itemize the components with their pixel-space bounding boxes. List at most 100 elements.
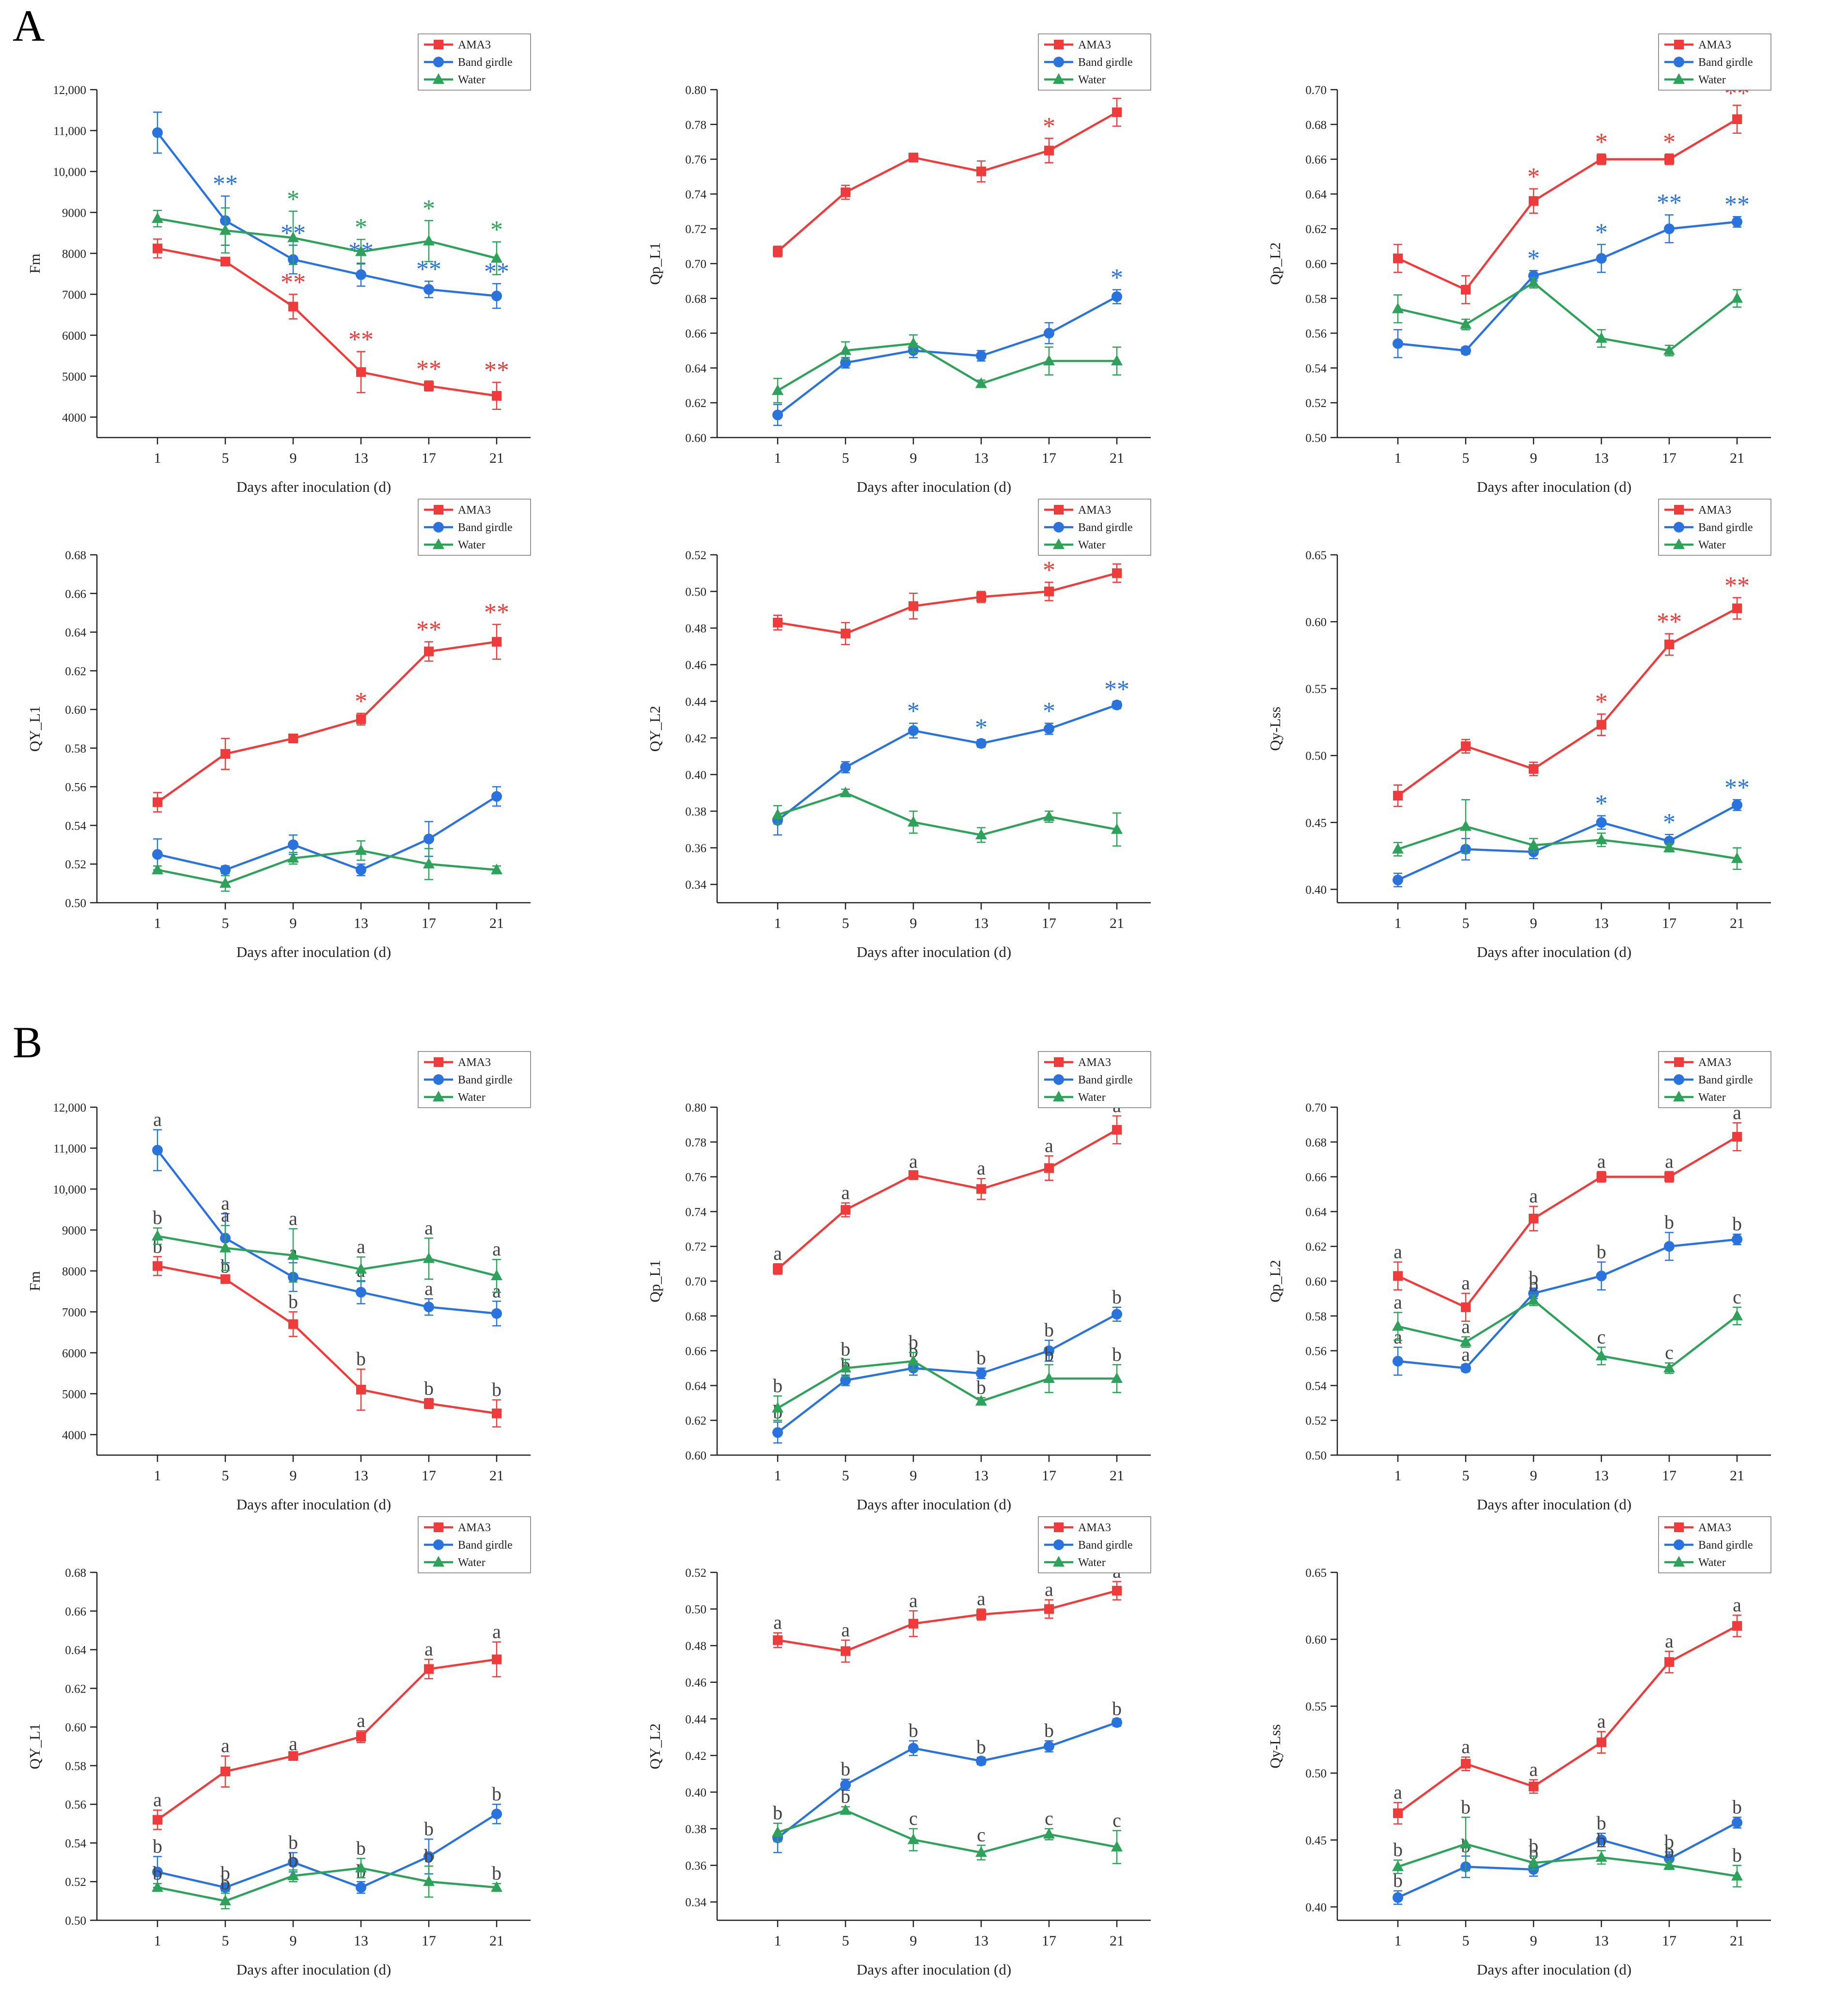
y-tick-label: 10,000	[53, 166, 86, 179]
data-point	[287, 1869, 299, 1881]
significance-letter: b	[220, 1872, 230, 1894]
x-tick-label: 1	[154, 450, 161, 466]
data-point	[1664, 154, 1674, 164]
y-tick-label: 0.50	[1305, 750, 1327, 763]
significance-letter: c	[909, 1807, 918, 1829]
significance-letter: c	[1112, 1809, 1121, 1831]
data-point	[152, 1145, 163, 1156]
significance-letter: a	[1665, 1630, 1674, 1652]
legend-label-ama3: AMA3	[1078, 504, 1111, 517]
legend-marker	[1053, 522, 1064, 533]
data-point	[1597, 154, 1606, 164]
data-point	[1043, 1372, 1055, 1383]
series-line	[777, 1589, 1117, 1652]
y-tick-label: 9000	[62, 1224, 86, 1237]
data-point	[1664, 223, 1675, 235]
significance-letter: b	[1044, 1319, 1054, 1341]
significance-stars: **	[484, 599, 509, 627]
x-axis-label: Days after inoculation (d)	[236, 1961, 391, 1978]
legend-label-water: Water	[458, 1556, 485, 1569]
x-tick-label: 17	[1042, 450, 1056, 466]
y-tick-label: 0.68	[65, 1567, 86, 1580]
data-point	[1597, 720, 1606, 730]
x-tick-label: 5	[842, 1468, 849, 1484]
legend-marker	[1053, 1091, 1065, 1101]
series-line	[157, 1265, 497, 1415]
legend-marker	[1674, 40, 1684, 49]
significance-letter: b	[1664, 1840, 1674, 1862]
x-tick-label: 9	[910, 1933, 917, 1949]
x-axis-label: Days after inoculation (d)	[236, 478, 391, 495]
x-axis-label: Days after inoculation (d)	[1477, 1961, 1631, 1978]
y-tick-label: 6000	[62, 1347, 86, 1360]
significance-letter: a	[773, 1242, 782, 1264]
significance-letter: b	[153, 1862, 162, 1884]
significance-letter: a	[424, 1217, 433, 1239]
data-point	[908, 1742, 919, 1754]
y-tick-label: 0.65	[1305, 549, 1327, 562]
legend-label-water: Water	[1698, 1556, 1726, 1569]
data-point	[1597, 1172, 1606, 1182]
x-tick-label: 1	[774, 1933, 782, 1949]
data-point	[288, 1857, 298, 1868]
series-band-girdle: ****	[1393, 774, 1750, 888]
legend-marker	[1054, 40, 1064, 49]
data-point	[1044, 586, 1054, 596]
data-point	[153, 797, 162, 807]
x-tick-label: 5	[842, 915, 849, 931]
series-line	[777, 791, 1117, 836]
legend-label-ama3: AMA3	[458, 1056, 491, 1069]
chart-a-qy-l1: 0.50 0.52 0.54 0.56 0.58 0.60 0.62 0.64 0.66 0.68…	[26, 499, 531, 960]
significance-letter: a	[977, 1157, 986, 1179]
series-water	[772, 334, 1123, 404]
significance-letter: b	[1044, 1343, 1054, 1365]
data-point	[1461, 1302, 1471, 1312]
legend-marker	[1054, 1522, 1064, 1532]
chart-a-qy-lss: 0.40 0.45 0.50 0.55 0.60 0.65 1 5 9 13 17 21 Days af…	[1267, 499, 1771, 960]
data-point	[1392, 843, 1404, 854]
y-tick-label: 0.64	[65, 627, 86, 640]
x-tick-label: 21	[489, 1933, 504, 1949]
y-tick-label: 0.72	[685, 223, 706, 236]
x-tick-label: 1	[1394, 450, 1402, 466]
significance-stars: *	[1663, 809, 1676, 836]
series-band-girdle: *****	[772, 675, 1129, 836]
series-ama3: *****	[1393, 79, 1750, 304]
y-tick-label: 0.68	[685, 293, 706, 306]
data-point	[1044, 1163, 1054, 1173]
data-point	[772, 384, 783, 395]
y-tick-label: 0.76	[685, 1171, 706, 1184]
y-tick-label: 5000	[62, 370, 86, 383]
data-point	[287, 231, 299, 242]
data-point	[908, 601, 918, 611]
data-point	[152, 212, 163, 223]
data-point	[1392, 1320, 1404, 1331]
series-line	[1397, 220, 1738, 352]
x-tick-label: 5	[222, 915, 229, 931]
data-point	[841, 1646, 850, 1656]
y-axis-label: QY_L2	[646, 1724, 663, 1770]
y-tick-label: 0.66	[65, 1605, 86, 1618]
x-tick-label: 13	[354, 450, 368, 466]
data-point	[1392, 1860, 1404, 1871]
x-tick-label: 9	[1530, 1933, 1537, 1949]
significance-letter: c	[977, 1824, 986, 1846]
significance-letter: b	[220, 1862, 230, 1884]
data-point	[908, 725, 919, 736]
significance-letter: a	[909, 1150, 918, 1172]
legend-label-ama3: AMA3	[1698, 504, 1731, 517]
data-point	[424, 381, 434, 391]
data-point	[1596, 1349, 1607, 1361]
y-tick-label: 0.38	[685, 1823, 706, 1836]
x-axis-label: Days after inoculation (d)	[236, 943, 391, 960]
data-point	[1044, 1604, 1054, 1614]
legend-marker	[1053, 1539, 1064, 1550]
significance-stars: **	[213, 171, 238, 198]
series-water	[1392, 799, 1743, 870]
data-point	[1664, 1241, 1675, 1252]
legend: AMA3 Band girdle Water	[418, 499, 531, 556]
significance-letter: a	[221, 1192, 230, 1214]
data-point	[1111, 823, 1123, 834]
x-tick-label: 9	[910, 915, 917, 931]
